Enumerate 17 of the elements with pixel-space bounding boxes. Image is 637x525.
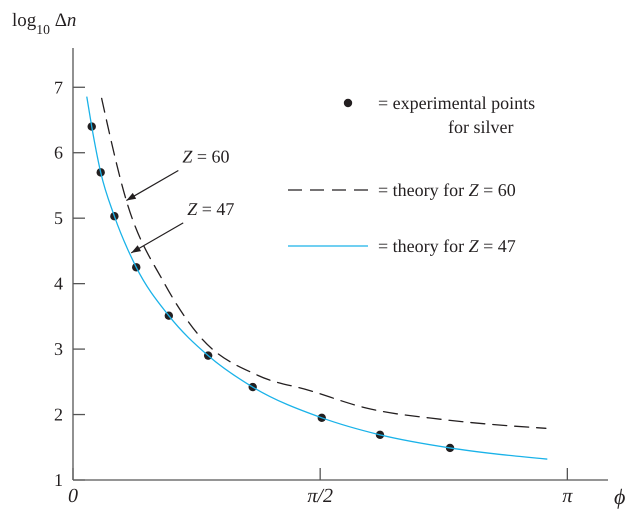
annotation: Z = 47: [187, 198, 234, 219]
y-tick-label: 4: [54, 274, 63, 294]
x-tick-label: π/2: [307, 485, 333, 507]
y-tick-label: 5: [54, 208, 63, 228]
y-tick-label: 7: [54, 77, 63, 98]
legend-label: = theory for Z = 60: [378, 180, 516, 200]
y-tick-label: 6: [54, 142, 63, 163]
y-axis-title: log$_{10}$ Δn: [12, 10, 76, 36]
x-tick-label: π: [562, 485, 574, 507]
y-tick-label: 1: [54, 470, 63, 490]
y-tick-label: 3: [54, 339, 63, 360]
legend-label: = experimental points for silver: [378, 93, 536, 137]
legend-label: = theory for Z = 47: [378, 236, 516, 256]
annotation: Z = 60: [182, 146, 230, 167]
y-tick-label: 2: [54, 404, 63, 425]
x-axis-title: ϕ: [614, 484, 626, 509]
x-tick-label: 0: [68, 485, 78, 507]
